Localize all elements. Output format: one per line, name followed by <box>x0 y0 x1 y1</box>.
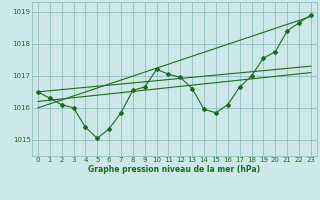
X-axis label: Graphe pression niveau de la mer (hPa): Graphe pression niveau de la mer (hPa) <box>88 165 260 174</box>
